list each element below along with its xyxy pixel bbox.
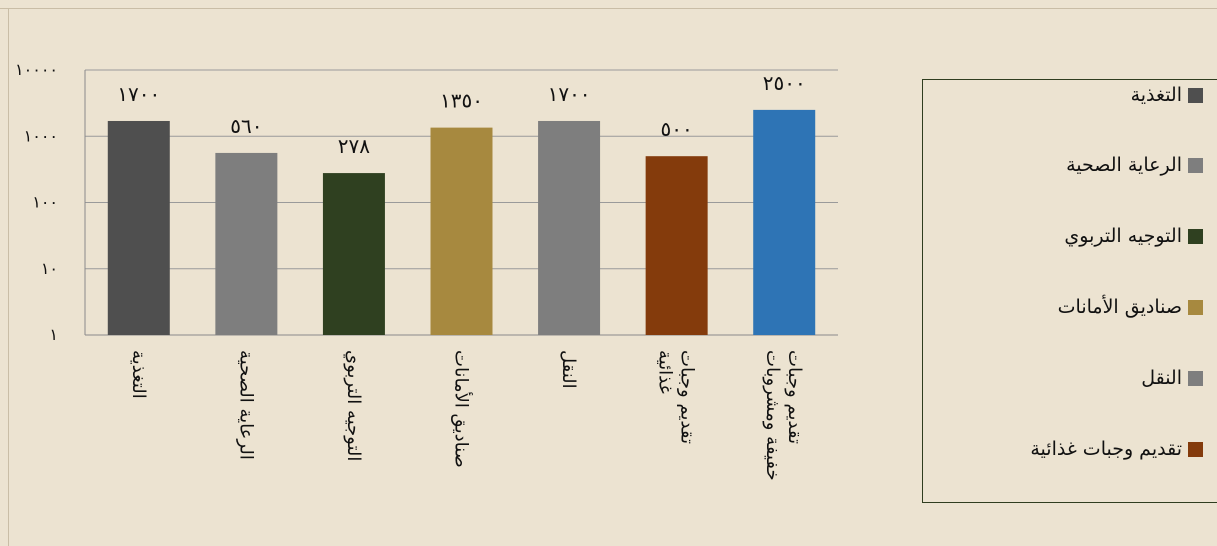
x-tick-label: النقل: [558, 350, 579, 389]
bar: [107, 120, 170, 335]
frame-line-top: [0, 8, 1217, 9]
data-label: ١٣٥٠: [440, 89, 483, 113]
x-tick-label-text: تقديم وجباتغذائية: [655, 350, 698, 444]
x-tick-label: الرعاية الصحية: [235, 350, 256, 460]
bar: [645, 156, 708, 335]
x-tick-label: صناديق الأمانات: [451, 350, 473, 468]
x-tick-label-text: التوجيه التربوي: [343, 350, 364, 461]
frame-line-left: [8, 8, 9, 546]
bar: [215, 152, 278, 335]
x-tick-label-line: الرعاية الصحية: [235, 350, 256, 460]
bar: [753, 109, 816, 335]
x-tick-label-text: التغذية: [128, 350, 149, 399]
legend-label: تقديم وجبات غذائية: [1030, 438, 1182, 460]
legend-swatch: [1188, 441, 1203, 457]
legend-label: النقل: [1141, 367, 1182, 389]
data-label: ١٧٠٠: [548, 82, 591, 106]
bar: [430, 127, 493, 335]
x-tick-label-line: التغذية: [128, 350, 149, 399]
legend-label: صناديق الأمانات: [1057, 296, 1182, 318]
x-tick-label-line: خفيفة ومشروبات: [762, 350, 783, 481]
legend-swatch: [1188, 87, 1203, 103]
data-label: ٢٧٨: [338, 134, 370, 158]
x-tick-label-text: صناديق الأمانات: [451, 350, 473, 468]
y-tick-label: ١٠٠: [32, 193, 58, 212]
y-tick-label: ١٠٠٠: [24, 126, 58, 145]
legend-swatch: [1188, 157, 1203, 173]
y-tick-label: ١: [49, 325, 58, 344]
x-tick-label-line: تقديم وجبات: [784, 350, 805, 444]
bar: [322, 173, 385, 335]
legend-item: التوجيه التربوي: [963, 221, 1203, 251]
legend-item: صناديق الأمانات: [963, 292, 1203, 322]
x-tick-label-line: غذائية: [655, 350, 676, 394]
x-tick-label-text: النقل: [558, 350, 579, 389]
x-tick-label: تقديم وجباتخفيفة ومشروبات: [762, 350, 805, 481]
x-tick-label-text: تقديم وجباتخفيفة ومشروبات: [762, 350, 805, 481]
legend-item: التغذية: [963, 80, 1203, 110]
legend-swatch: [1188, 228, 1203, 244]
data-label: ١٧٠٠: [117, 82, 160, 106]
x-tick-label-line: صناديق الأمانات: [451, 350, 473, 468]
x-tick-label-line: النقل: [558, 350, 579, 389]
x-tick-label-line: تقديم وجبات: [677, 350, 698, 444]
legend-item: تقديم وجبات غذائية: [963, 434, 1203, 464]
legend-item: الرعاية الصحية: [963, 150, 1203, 180]
data-label: ٥٠٠: [661, 117, 693, 141]
legend-label: التغذية: [1130, 84, 1182, 106]
chart-legend: التغذية الرعاية الصحية التوجيه التربوي ص…: [922, 79, 1217, 503]
x-tick-label: التوجيه التربوي: [343, 350, 364, 461]
x-tick-label-line: التوجيه التربوي: [343, 350, 364, 461]
legend-item: النقل: [963, 363, 1203, 393]
y-tick-label: ١٠٠٠٠: [15, 60, 58, 79]
data-label: ٢٥٠٠: [763, 71, 806, 95]
bar-chart: ١ ١٠ ١٠٠ ١٠٠٠ ١٠٠٠٠ ١٧٠٠ التغذية ٥٦٠ الرعاية الص…: [15, 60, 838, 481]
x-tick-label: التغذية: [128, 350, 149, 399]
legend-swatch: [1188, 370, 1203, 386]
legend-label: التوجيه التربوي: [1064, 225, 1182, 247]
data-label: ٥٦٠: [230, 114, 262, 138]
bar: [538, 120, 601, 335]
x-tick-label: تقديم وجباتغذائية: [655, 350, 698, 444]
x-tick-label-text: الرعاية الصحية: [235, 350, 256, 460]
legend-label: الرعاية الصحية: [1066, 154, 1182, 176]
legend-swatch: [1188, 299, 1203, 315]
y-tick-label: ١٠: [41, 259, 58, 278]
